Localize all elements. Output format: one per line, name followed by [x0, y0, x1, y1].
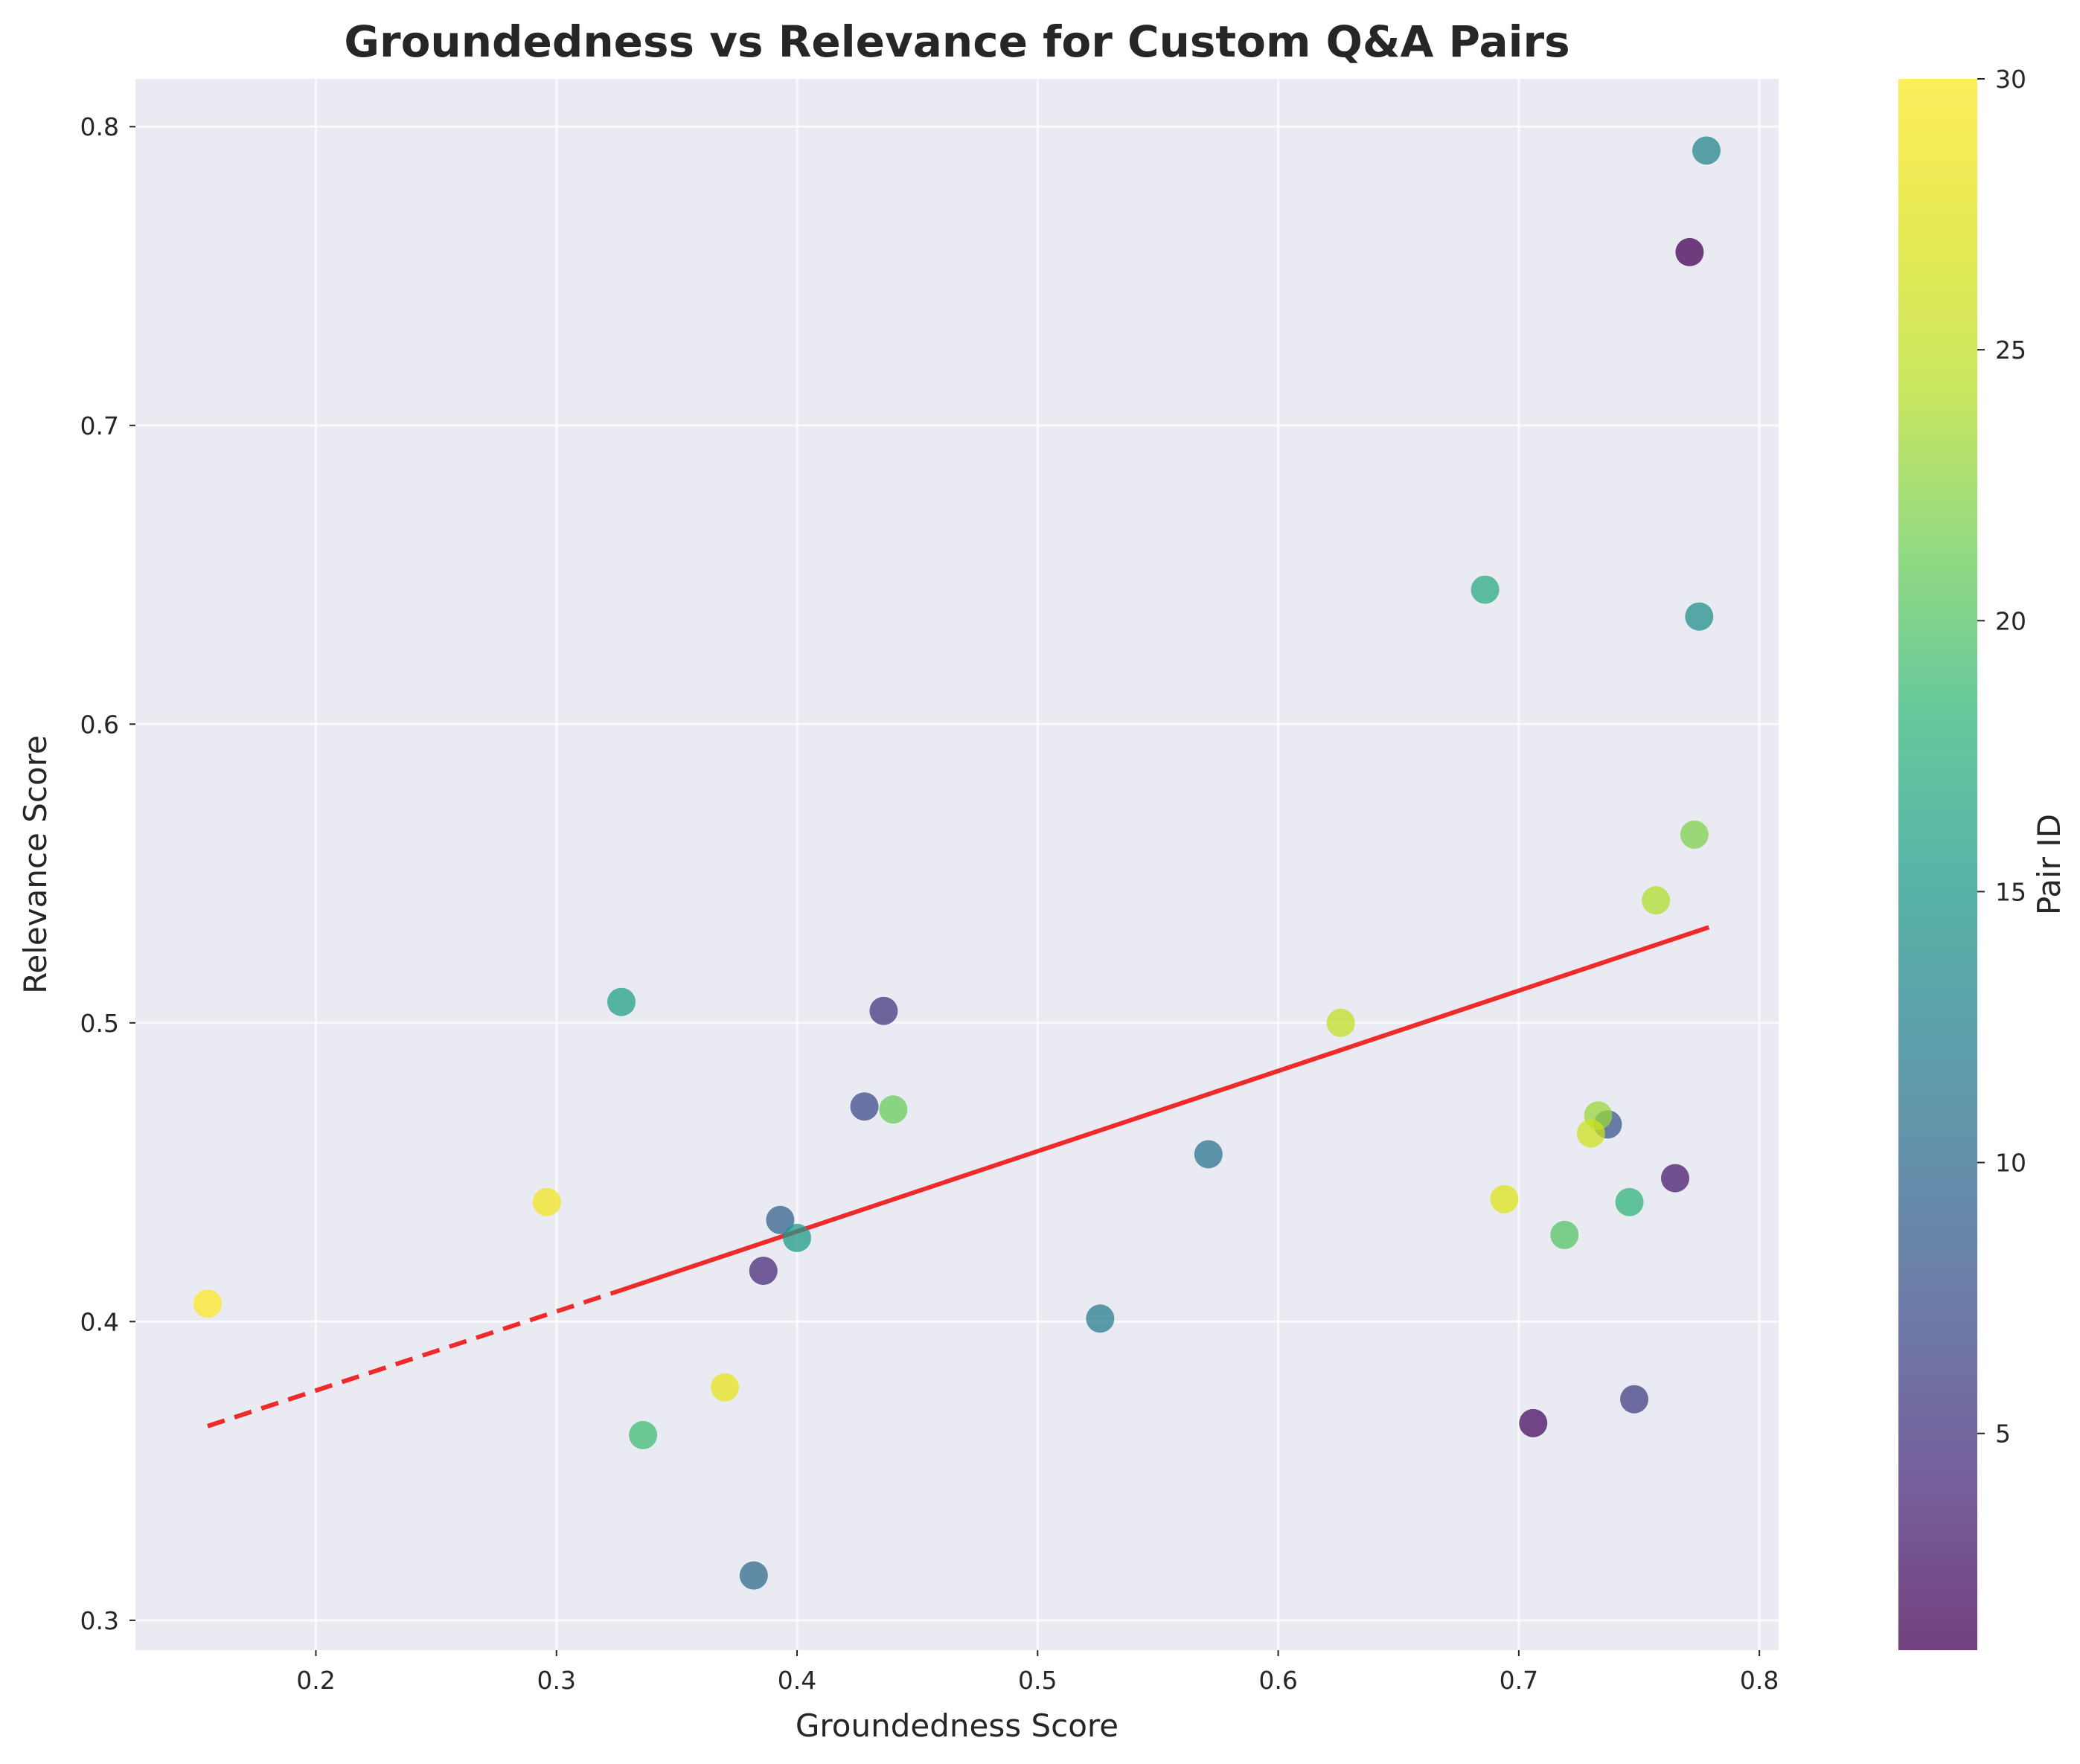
grid-lines [135, 79, 1779, 1650]
x-tick-label: 0.3 [537, 1666, 575, 1695]
data-points [193, 136, 1721, 1590]
data-point [1086, 1304, 1115, 1333]
data-point [532, 1187, 561, 1216]
y-tick-label: 0.4 [80, 1307, 119, 1336]
y-axis-label: Relevance Score [17, 735, 54, 994]
data-point [1660, 1164, 1689, 1193]
data-point [1642, 886, 1671, 915]
data-point [711, 1373, 740, 1402]
colorbar-label: Pair ID [2031, 814, 2067, 915]
y-axis-ticks: 0.3 0.4 0.5 0.6 0.7 0.8 [80, 112, 135, 1635]
x-tick-label: 0.8 [1740, 1666, 1779, 1695]
data-point [1326, 1008, 1355, 1037]
data-point [869, 996, 898, 1025]
data-point [1692, 136, 1721, 165]
data-point [1194, 1140, 1223, 1169]
data-point [766, 1205, 795, 1234]
data-point [607, 987, 636, 1016]
colorbar-tick-label: 15 [1995, 877, 2026, 906]
x-axis-label: Groundedness Score [796, 1707, 1119, 1744]
x-tick-label: 0.7 [1500, 1666, 1538, 1695]
data-point [1550, 1220, 1579, 1249]
trend-line-extrapolated [207, 1289, 618, 1428]
data-point [1471, 575, 1500, 604]
data-point [1680, 820, 1709, 849]
colorbar-tick-label: 10 [1995, 1149, 2026, 1178]
x-tick-label: 0.4 [778, 1666, 816, 1695]
colorbar [1898, 79, 1977, 1650]
y-tick-label: 0.8 [80, 112, 119, 141]
data-point [193, 1289, 222, 1318]
x-tick-label: 0.5 [1018, 1666, 1057, 1695]
data-point [1490, 1184, 1519, 1213]
plot-area-background [135, 79, 1779, 1650]
data-point [1675, 237, 1704, 266]
data-point [1685, 602, 1714, 631]
colorbar-ticks: 5 10 15 20 25 30 [1977, 65, 2026, 1449]
chart-title: Groundedness vs Relevance for Custom Q&A… [344, 16, 1569, 67]
data-point [629, 1420, 658, 1449]
y-tick-label: 0.6 [80, 710, 119, 739]
y-tick-label: 0.7 [80, 411, 119, 440]
data-point [783, 1223, 812, 1252]
x-tick-label: 0.6 [1258, 1666, 1297, 1695]
data-point [1615, 1187, 1644, 1216]
x-axis-ticks: 0.2 0.3 0.4 0.5 0.6 0.7 0.8 [296, 1650, 1779, 1695]
colorbar-tick-label: 5 [1995, 1420, 2011, 1449]
data-point [1519, 1408, 1548, 1437]
data-point [739, 1561, 768, 1590]
data-point [749, 1257, 778, 1286]
colorbar-tick-label: 30 [1995, 65, 2026, 94]
data-point [850, 1092, 879, 1121]
data-point [1576, 1119, 1605, 1148]
colorbar-tick-label: 25 [1995, 336, 2026, 365]
data-point [1620, 1385, 1649, 1414]
x-tick-label: 0.2 [296, 1666, 335, 1695]
data-point [879, 1095, 908, 1124]
y-tick-label: 0.3 [80, 1606, 119, 1635]
y-tick-label: 0.5 [80, 1009, 119, 1038]
colorbar-tick-label: 20 [1995, 606, 2026, 635]
